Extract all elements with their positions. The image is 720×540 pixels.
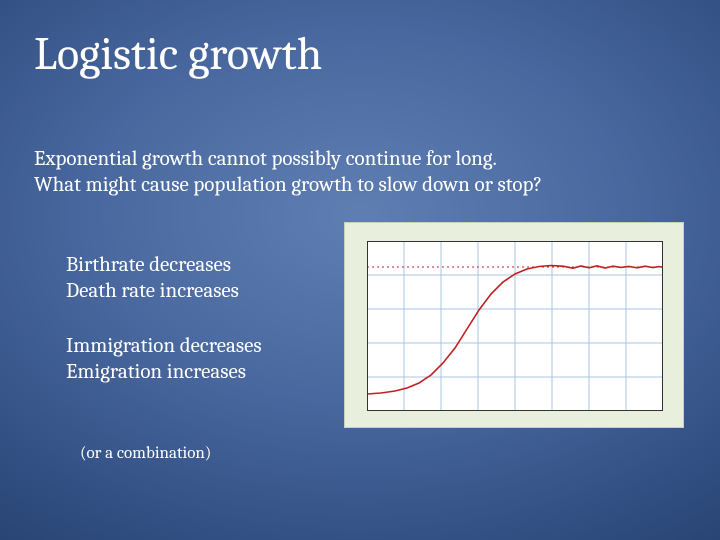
logistic-chart-panel [344, 222, 684, 428]
bullet-item: Emigration increases [66, 359, 262, 385]
footnote: (or a combination) [80, 444, 211, 463]
lead-text: Exponential growth cannot possibly conti… [34, 146, 542, 199]
lead-line-2: What might cause population growth to sl… [34, 172, 542, 198]
bullet-item: Immigration decreases [66, 333, 262, 359]
bullet-list: Birthrate decreases Death rate increases… [66, 252, 262, 385]
slide-title: Logistic growth [34, 28, 322, 81]
logistic-chart [367, 241, 663, 411]
bullet-group-2: Immigration decreases Emigration increas… [66, 333, 262, 386]
bullet-group-1: Birthrate decreases Death rate increases [66, 252, 262, 305]
bullet-item: Birthrate decreases [66, 252, 262, 278]
slide: Logistic growth Exponential growth canno… [0, 0, 720, 540]
bullet-item: Death rate increases [66, 278, 262, 304]
lead-line-1: Exponential growth cannot possibly conti… [34, 146, 542, 172]
